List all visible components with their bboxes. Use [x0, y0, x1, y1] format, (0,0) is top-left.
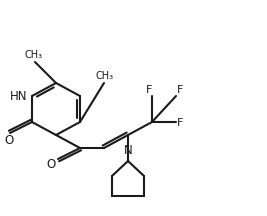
Text: O: O [46, 159, 56, 172]
Text: F: F [177, 85, 183, 95]
Text: F: F [177, 118, 183, 128]
Text: HN: HN [10, 89, 27, 103]
Text: N: N [124, 144, 132, 157]
Text: O: O [4, 133, 14, 146]
Text: F: F [146, 85, 152, 95]
Text: CH₃: CH₃ [96, 71, 114, 81]
Text: CH₃: CH₃ [25, 50, 43, 60]
